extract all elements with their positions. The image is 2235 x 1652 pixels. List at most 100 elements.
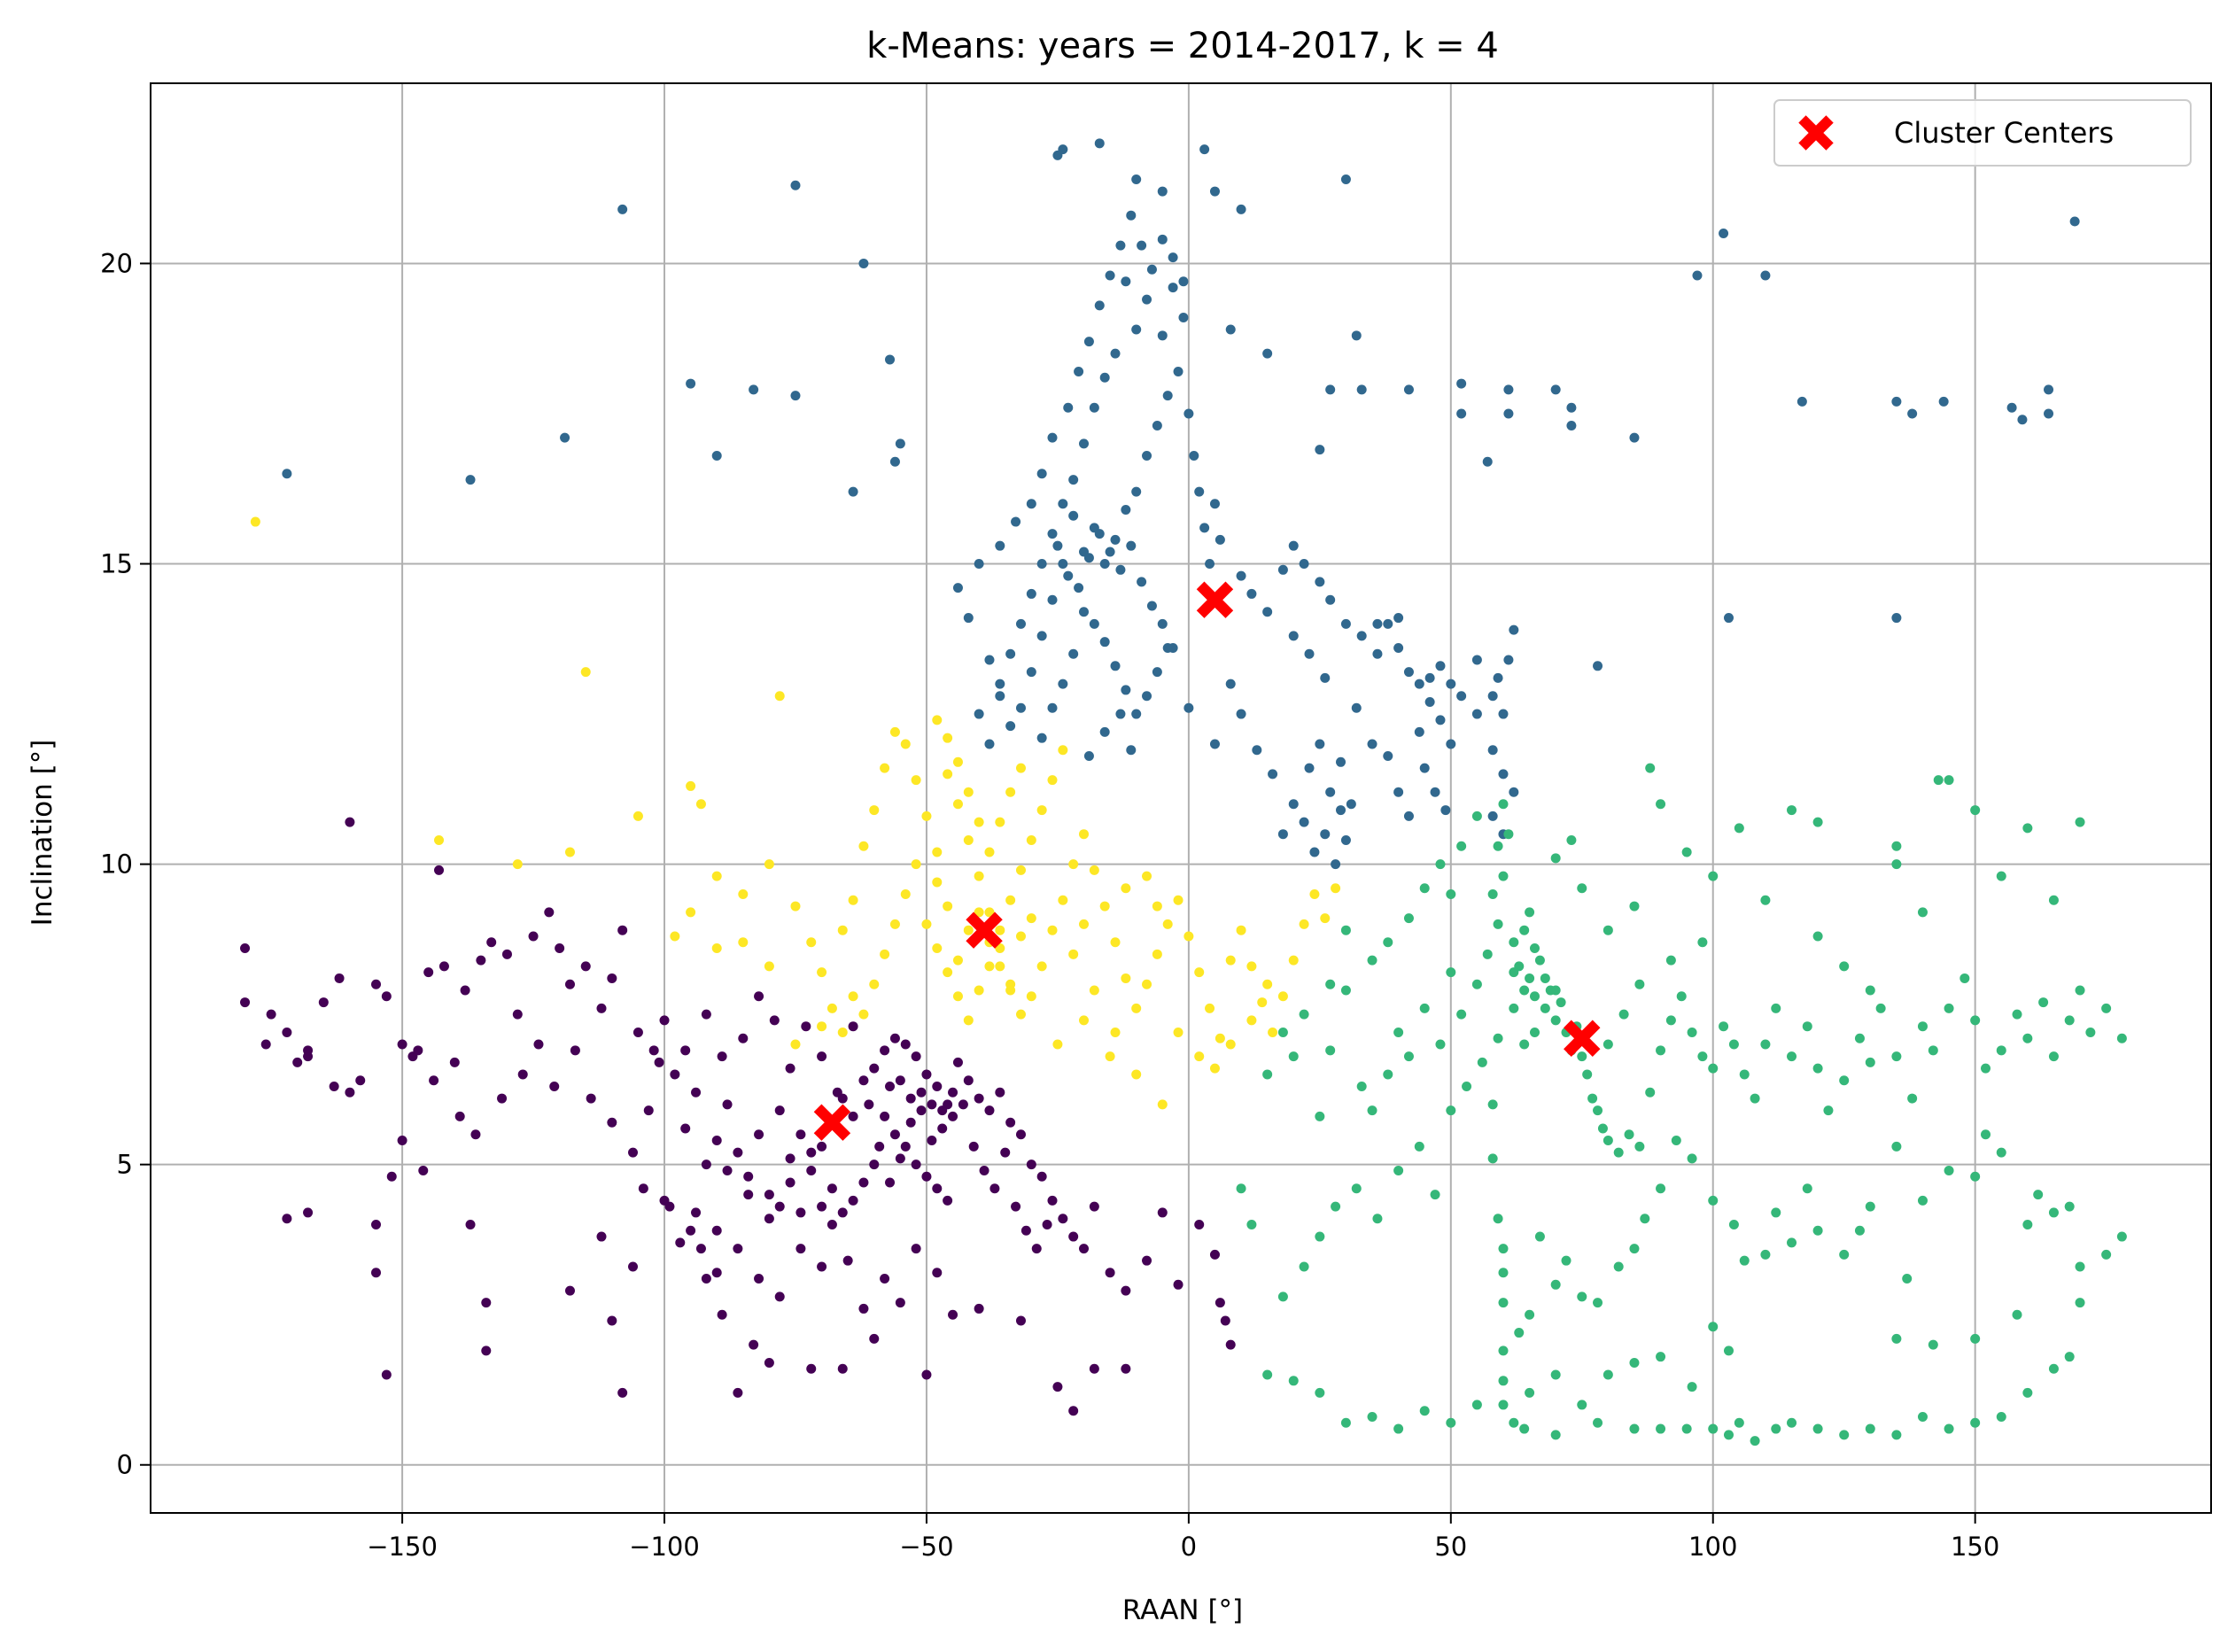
scatter-point-cluster-3 [974, 907, 984, 918]
scatter-point-cluster-2 [1487, 1099, 1498, 1110]
scatter-point-cluster-1 [885, 354, 896, 365]
scatter-point-cluster-2 [1771, 1423, 1781, 1434]
scatter-point-cluster-0 [889, 1033, 900, 1043]
scatter-point-cluster-1 [1309, 847, 1320, 857]
scatter-point-cluster-1 [1157, 234, 1168, 244]
scatter-point-cluster-2 [1917, 1411, 1928, 1422]
scatter-point-cluster-1 [1430, 787, 1440, 797]
scatter-point-cluster-2 [1917, 1195, 1928, 1206]
scatter-point-cluster-0 [449, 1057, 460, 1067]
scatter-point-cluster-0 [481, 1346, 492, 1356]
scatter-point-cluster-3 [1194, 967, 1205, 978]
scatter-point-cluster-1 [889, 456, 900, 467]
scatter-point-cluster-1 [1393, 787, 1404, 797]
scatter-point-cluster-0 [905, 1093, 916, 1104]
scatter-point-cluster-1 [1063, 570, 1074, 581]
scatter-point-cluster-1 [686, 378, 696, 389]
cluster-center-marker [813, 1104, 851, 1141]
scatter-point-cluster-0 [397, 1039, 407, 1050]
scatter-point-cluster-0 [648, 1045, 659, 1056]
scatter-point-cluster-2 [1587, 1093, 1598, 1104]
scatter-point-cluster-2 [1750, 1436, 1760, 1446]
scatter-point-cluster-3 [686, 907, 696, 918]
scatter-point-cluster-2 [1435, 1039, 1446, 1050]
scatter-point-cluster-1 [1157, 618, 1168, 629]
scatter-point-cluster-1 [1126, 210, 1137, 221]
scatter-point-cluster-1 [1168, 642, 1178, 653]
scatter-point-cluster-0 [921, 1069, 932, 1080]
scatter-point-cluster-1 [1236, 709, 1246, 719]
scatter-point-cluster-0 [711, 1136, 722, 1146]
scatter-point-cluster-0 [733, 1147, 743, 1158]
scatter-point-cluster-0 [282, 1214, 292, 1224]
scatter-point-cluster-2 [1629, 1244, 1640, 1254]
scatter-point-cluster-0 [701, 1009, 711, 1020]
scatter-point-cluster-3 [848, 895, 858, 905]
scatter-point-cluster-0 [691, 1087, 702, 1097]
scatter-point-cluster-3 [869, 979, 880, 989]
scatter-point-cluster-1 [1099, 726, 1110, 737]
scatter-point-cluster-1 [1199, 144, 1210, 155]
scatter-point-cluster-2 [1498, 1244, 1509, 1254]
scatter-point-cluster-3 [1209, 1063, 1220, 1074]
scatter-point-cluster-2 [1907, 1093, 1918, 1104]
scatter-point-cluster-1 [1068, 475, 1079, 485]
scatter-point-cluster-3 [1026, 834, 1036, 845]
scatter-point-cluster-0 [282, 1027, 292, 1037]
scatter-point-cluster-1 [1424, 696, 1435, 707]
scatter-point-cluster-0 [817, 1261, 827, 1272]
scatter-point-cluster-1 [1891, 613, 1902, 624]
scatter-point-cluster-2 [1603, 1369, 1613, 1380]
scatter-point-cluster-2 [1446, 889, 1456, 900]
scatter-point-cluster-2 [1540, 1003, 1550, 1013]
scatter-point-cluster-0 [874, 1141, 885, 1152]
scatter-point-cluster-1 [1168, 252, 1178, 263]
scatter-point-cluster-0 [837, 1207, 848, 1218]
scatter-point-cluster-3 [1131, 1003, 1142, 1013]
scatter-point-cluster-3 [943, 901, 953, 911]
scatter-point-cluster-0 [1047, 1195, 1058, 1206]
scatter-point-cluster-2 [1697, 1051, 1708, 1062]
scatter-point-cluster-2 [1771, 1003, 1781, 1013]
scatter-point-cluster-3 [686, 780, 696, 791]
scatter-point-cluster-3 [943, 733, 953, 743]
scatter-point-cluster-1 [1121, 276, 1131, 287]
scatter-point-cluster-2 [1372, 1214, 1383, 1224]
scatter-point-cluster-0 [921, 1369, 932, 1380]
scatter-point-cluster-2 [1891, 1333, 1902, 1344]
scatter-point-cluster-3 [1142, 871, 1152, 881]
scatter-point-cluster-2 [1708, 1063, 1719, 1074]
scatter-point-cluster-1 [1115, 564, 1126, 575]
scatter-point-cluster-1 [1262, 348, 1273, 359]
scatter-point-cluster-1 [1566, 402, 1577, 413]
scatter-point-cluster-1 [1393, 642, 1404, 653]
scatter-point-cluster-2 [1708, 1423, 1719, 1434]
scatter-point-cluster-0 [826, 1183, 837, 1194]
scatter-point-cluster-0 [1058, 1214, 1068, 1224]
scatter-point-cluster-0 [880, 1111, 890, 1121]
scatter-point-cluster-0 [795, 1244, 806, 1254]
scatter-point-cluster-2 [1299, 1009, 1309, 1020]
scatter-point-cluster-2 [1656, 1045, 1666, 1056]
scatter-point-cluster-2 [1498, 1400, 1509, 1410]
scatter-point-cluster-2 [1640, 1214, 1650, 1224]
scatter-point-cluster-2 [1629, 1423, 1640, 1434]
scatter-point-cluster-1 [1058, 144, 1068, 155]
scatter-point-cluster-0 [596, 1003, 607, 1013]
scatter-point-cluster-1 [963, 613, 974, 624]
scatter-point-cluster-0 [769, 1015, 780, 1026]
scatter-point-cluster-2 [1487, 889, 1498, 900]
scatter-point-cluster-3 [1015, 931, 1026, 942]
scatter-point-cluster-0 [711, 1225, 722, 1236]
scatter-point-cluster-0 [968, 1141, 979, 1152]
scatter-point-cluster-2 [1613, 1147, 1624, 1158]
scatter-point-cluster-0 [643, 1105, 654, 1116]
scatter-point-cluster-1 [1367, 739, 1377, 749]
scatter-point-cluster-2 [1728, 1039, 1739, 1050]
scatter-point-cluster-1 [1011, 516, 1021, 527]
scatter-point-cluster-2 [1681, 847, 1692, 857]
scatter-point-cluster-3 [963, 1015, 974, 1026]
scatter-point-cluster-2 [1550, 1015, 1561, 1026]
scatter-point-cluster-2 [2022, 823, 2033, 834]
scatter-point-cluster-3 [921, 810, 932, 821]
